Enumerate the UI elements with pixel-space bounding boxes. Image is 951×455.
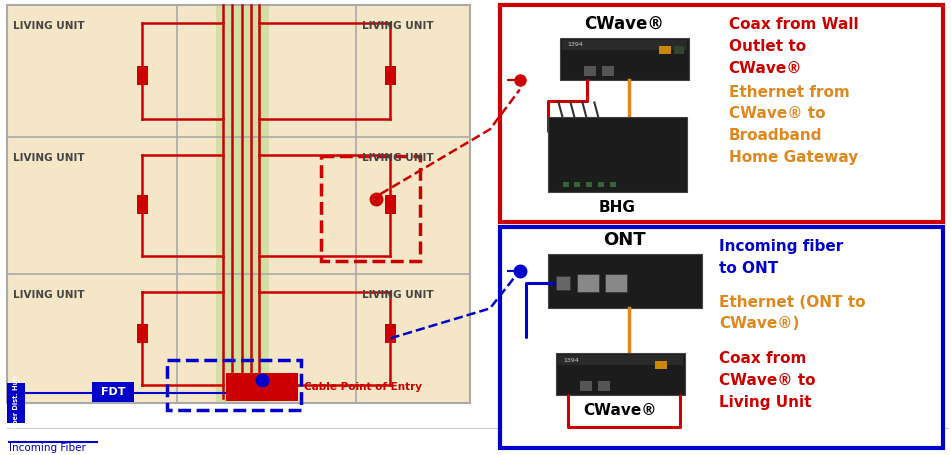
Bar	[8, 5, 470, 403]
Text: 1394: 1394	[568, 42, 583, 47]
Text: LIVING UNIT: LIVING UNIT	[361, 289, 434, 299]
Bar	[548, 117, 687, 192]
Text: CWave®: CWave®	[584, 15, 664, 33]
Bar	[606, 273, 628, 292]
Bar	[598, 381, 611, 391]
Text: Fiber Dist. Hub: Fiber Dist. Hub	[13, 375, 19, 431]
Bar	[598, 182, 604, 187]
Bar	[555, 276, 570, 289]
Bar	[574, 182, 580, 187]
Text: CWave®: CWave®	[584, 403, 657, 418]
Text: Incoming Fiber: Incoming Fiber	[10, 443, 87, 453]
Bar	[137, 66, 147, 85]
Bar	[226, 373, 298, 401]
Bar	[92, 382, 134, 402]
Text: Living Unit: Living Unit	[719, 395, 811, 410]
Text: Home Gateway: Home Gateway	[728, 150, 858, 165]
Bar	[137, 324, 147, 343]
Bar	[216, 5, 269, 403]
Text: Incoming fiber: Incoming fiber	[719, 239, 843, 254]
Text: ONT: ONT	[604, 231, 646, 249]
Bar	[385, 66, 397, 85]
Bar	[602, 66, 614, 76]
Bar	[561, 40, 687, 50]
Text: Ethernet from: Ethernet from	[728, 85, 849, 100]
Text: Broadband: Broadband	[728, 128, 823, 143]
Text: Cable Point of Entry: Cable Point of Entry	[304, 382, 422, 392]
Bar	[500, 5, 942, 222]
Bar	[559, 38, 689, 80]
Text: CWave® to: CWave® to	[728, 106, 825, 121]
Text: CWave®): CWave®)	[719, 316, 799, 331]
Bar	[8, 383, 26, 423]
Bar	[385, 324, 397, 343]
Bar	[166, 360, 301, 410]
Text: LIVING UNIT: LIVING UNIT	[13, 289, 85, 299]
Bar	[611, 182, 616, 187]
Text: LIVING UNIT: LIVING UNIT	[361, 21, 434, 31]
Bar	[555, 353, 685, 395]
Bar	[577, 273, 599, 292]
Bar	[500, 227, 942, 448]
Bar	[557, 355, 683, 365]
Text: LIVING UNIT: LIVING UNIT	[13, 153, 85, 163]
Bar	[8, 5, 470, 403]
Text: Coax from: Coax from	[719, 351, 806, 366]
Bar	[137, 195, 147, 214]
Bar	[580, 381, 592, 391]
Bar	[548, 254, 702, 308]
Text: LIVING UNIT: LIVING UNIT	[13, 21, 85, 31]
Text: Outlet to: Outlet to	[728, 39, 805, 54]
Text: LIVING UNIT: LIVING UNIT	[361, 153, 434, 163]
Bar	[587, 182, 592, 187]
Bar	[320, 156, 420, 261]
Text: BHG: BHG	[599, 200, 635, 215]
Bar	[385, 195, 397, 214]
Text: FDT: FDT	[101, 387, 126, 397]
Text: CWave® to: CWave® to	[719, 373, 815, 388]
Text: 1394: 1394	[564, 358, 579, 363]
Bar	[659, 46, 671, 54]
Bar	[674, 46, 684, 54]
Text: Ethernet (ONT to: Ethernet (ONT to	[719, 294, 865, 309]
Bar	[585, 66, 596, 76]
Text: Coax from Wall: Coax from Wall	[728, 17, 859, 32]
Text: to ONT: to ONT	[719, 261, 778, 276]
Bar	[655, 361, 667, 369]
Text: CWave®: CWave®	[728, 61, 803, 76]
Bar	[563, 182, 569, 187]
